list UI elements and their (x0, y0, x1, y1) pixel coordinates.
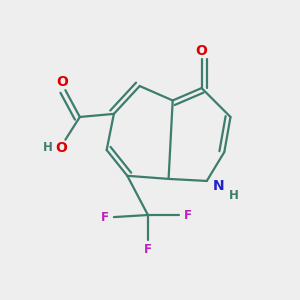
Text: F: F (144, 243, 152, 256)
Text: N: N (213, 179, 225, 194)
Text: F: F (101, 211, 109, 224)
Text: H: H (229, 189, 239, 202)
Text: F: F (184, 208, 191, 221)
Text: O: O (56, 75, 68, 88)
Text: O: O (55, 141, 67, 155)
Text: O: O (196, 44, 208, 58)
Text: H: H (43, 141, 53, 154)
